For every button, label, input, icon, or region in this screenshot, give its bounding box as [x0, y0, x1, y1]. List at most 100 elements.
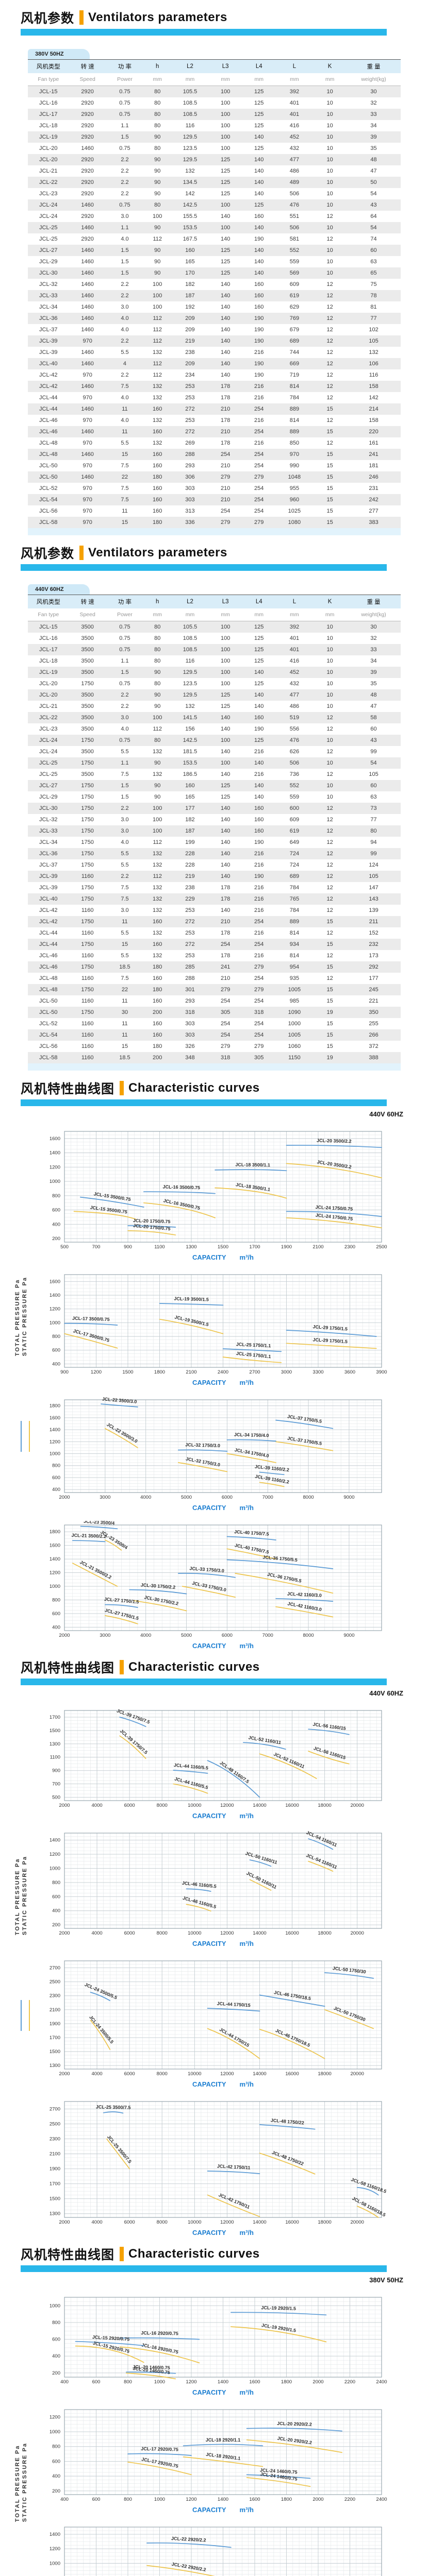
table-row: JCL-46 970 4.0 132 253 178 216 814 12 158: [28, 415, 401, 426]
table-voltage-tab: 380V 50HZ: [28, 49, 90, 59]
table-cell: 132: [153, 395, 162, 401]
y-axis-tick-label: 1600: [50, 1543, 60, 1549]
table-cell: 960: [289, 497, 300, 503]
table-cell: JCL-48: [39, 451, 58, 457]
x-axis-tick-label: 12000: [220, 1803, 234, 1808]
table-cell: 216: [254, 349, 264, 355]
table-cell: 4: [123, 361, 127, 367]
table-row: JCL-42 970 2.2 112 234 140 190 719 12 116: [28, 369, 401, 381]
capacity-text: CAPACITY: [192, 1253, 226, 1261]
table-cell: 12: [326, 930, 333, 936]
table-cell: JCL-22: [39, 179, 58, 185]
table-cell: 253: [185, 930, 195, 936]
table-cell: 392: [289, 89, 300, 95]
table-row: JCL-18 3500 1.1 80 116 100 125 416 10 34: [28, 655, 401, 667]
table-cell: 160: [153, 1021, 162, 1027]
table-cell: 955: [289, 485, 300, 492]
table-cell: 142: [369, 395, 378, 401]
table-cell: JCL-19: [39, 669, 58, 675]
table-cell: 1090: [288, 1009, 301, 1015]
x-axis-tick-label: 12000: [220, 1930, 234, 1936]
x-axis-tick-label: 1400: [218, 2497, 228, 2502]
table-cell: 187: [185, 828, 195, 834]
curve-line-static: [235, 1573, 334, 1594]
table-cell: 689: [289, 338, 300, 344]
table-cell: 102: [369, 327, 378, 333]
table-cell: 105: [369, 873, 378, 879]
table-cell: 285: [185, 964, 195, 970]
curve-line-total: [324, 1972, 374, 1979]
table-cell: 288: [185, 975, 195, 981]
y-axis-tick-label: 2100: [50, 2007, 60, 2013]
table-row: JCL-33 1750 3.0 100 187 140 160 619 12 80: [28, 825, 401, 837]
curve-line-static: [64, 1333, 118, 1349]
table-cell: 140: [220, 293, 231, 299]
x-axis-tick-label: 1400: [218, 2379, 228, 2385]
table-cell: 15: [121, 1043, 128, 1049]
x-axis-tick-label: 2000: [59, 1495, 70, 1500]
table-cell: 1160: [81, 953, 94, 959]
table-cell: 80: [154, 737, 161, 743]
table-cell: 158: [369, 417, 378, 423]
x-axis-tick-label: 2400: [376, 2379, 387, 2385]
y-axis-tick-label: 1700: [50, 1715, 60, 1720]
table-cell: 140: [220, 281, 231, 287]
x-axis-tick-label: 1500: [122, 1369, 133, 1375]
curve-label: JCL-34 1750/4.0: [234, 1432, 269, 1438]
table-cell: 125: [220, 794, 231, 800]
table-cell: 242: [369, 497, 378, 503]
column-header-cn-3: h: [143, 595, 172, 608]
table-cell: 190: [254, 873, 264, 879]
table-row: JCL-25 1750 1.1 90 153.5 100 140 506 10 54: [28, 757, 401, 769]
table-cell: 1160: [81, 873, 94, 879]
table-row: JCL-42 1160 3.0 132 253 140 216 784 12 139: [28, 905, 401, 916]
table-cell: JCL-42: [39, 919, 58, 925]
table-cell: 178: [220, 383, 231, 389]
table-cell: 10: [326, 760, 333, 766]
characteristic-curve-chart-1-3: 400 600 800 1000 1200 1400 1600 1800 2000 3000 400…: [50, 1521, 382, 1638]
table-cell: 60: [370, 783, 377, 789]
table-row: JCL-16 2920 0.75 80 108.5 100 125 401 10 32: [28, 97, 401, 109]
table-cell: 125: [254, 681, 264, 687]
table-cell: 108.5: [183, 111, 197, 117]
table-cell: 112: [153, 372, 162, 378]
table-cell: 165: [185, 259, 195, 265]
table-cell: 5.5: [121, 749, 129, 755]
x-axis-tick-label: 2400: [218, 1369, 228, 1375]
table-cell: 254: [254, 998, 264, 1004]
table-cell: 125: [254, 100, 264, 106]
table-row: JCL-44 1460 11 160 272 210 254 889 15 214: [28, 403, 401, 415]
table-cell: 12: [326, 907, 333, 913]
curve-label: JCL-44 1750/15: [217, 2001, 250, 2008]
table-cell: 477: [289, 157, 300, 163]
curve-label: JCL-15 2920/0.75: [92, 2334, 130, 2342]
table-cell: 990: [289, 463, 300, 469]
table-cell: 303: [185, 1021, 195, 1027]
table-cell: JCL-15: [39, 624, 58, 630]
curve-line-static: [127, 1230, 176, 1235]
table-cell: 2920: [81, 123, 94, 129]
y-axis-tick-label: 400: [52, 2473, 60, 2479]
title-accent-bar: [120, 2247, 124, 2261]
table-cell: 132: [153, 885, 162, 891]
section-title-chinese: 风机特性曲线图: [21, 2247, 115, 2262]
table-cell: 158: [369, 383, 378, 389]
table-cell: 5.5: [121, 349, 129, 355]
table-cell: 2920: [81, 111, 94, 117]
table-cell: 15: [326, 941, 333, 947]
table-cell: JCL-37: [39, 327, 58, 333]
curve-line-static: [119, 1735, 146, 1759]
column-header-cn-3: h: [143, 59, 172, 73]
curve-label: JCL-20 1460/0.75: [133, 2364, 170, 2370]
table-cell: 10: [326, 89, 333, 95]
table-cell: 108.5: [183, 647, 197, 653]
table-cell: 77: [370, 817, 377, 823]
table-cell: 10: [326, 145, 333, 151]
table-cell: 192: [185, 304, 195, 310]
table-cell: 10: [326, 669, 333, 675]
table-cell: 253: [185, 383, 195, 389]
table-row: JCL-34 1460 3.0 100 192 140 160 629 12 81: [28, 301, 401, 313]
table-cell: 2920: [81, 236, 94, 242]
curve-line-total: [207, 2171, 260, 2174]
table-cell: 2.2: [121, 157, 129, 163]
